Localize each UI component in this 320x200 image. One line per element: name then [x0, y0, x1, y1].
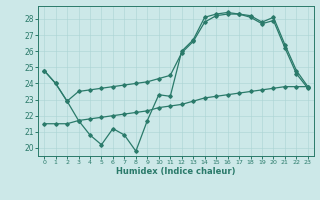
- X-axis label: Humidex (Indice chaleur): Humidex (Indice chaleur): [116, 167, 236, 176]
